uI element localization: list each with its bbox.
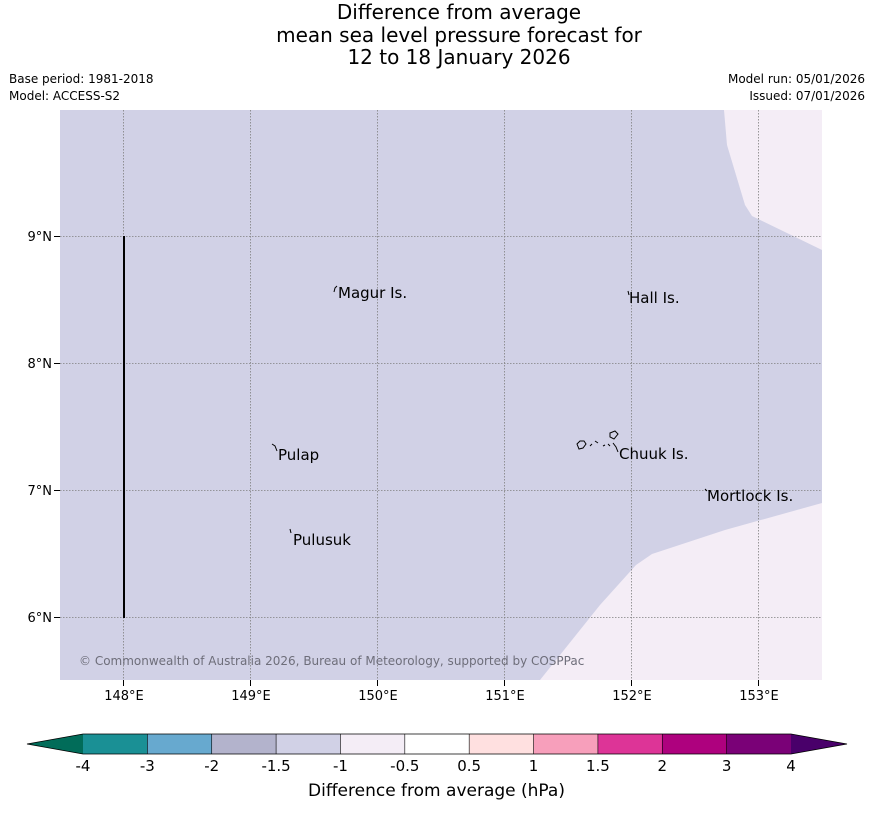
lon-tick-153: 153°E xyxy=(739,680,779,704)
colorbar-tick-label: -3 xyxy=(140,757,155,775)
lat-tick-6: 6°N xyxy=(28,611,60,626)
colorbar-segment xyxy=(404,734,470,754)
hall-island-shape xyxy=(627,290,630,296)
model-run-label: Model run: 05/01/2026 xyxy=(727,72,865,86)
colorbar-tick-label: 1 xyxy=(529,757,539,775)
colorbar-segment xyxy=(147,734,213,754)
colorbar-segments xyxy=(83,734,792,754)
pulap-island-shape xyxy=(271,443,278,452)
colorbar-tick-label: -0.5 xyxy=(390,757,419,775)
title-line-2: mean sea level pressure forecast for xyxy=(276,23,642,47)
place-label-mortlock: Mortlock Is. xyxy=(707,487,793,505)
place-label-chuuk: Chuuk Is. xyxy=(619,445,688,463)
map: Magur Is. Hall Is. Pulap Chuuk Is. Mortl… xyxy=(28,110,822,704)
colorbar-tick-label: -1.5 xyxy=(261,757,290,775)
lat-tick-9: 9°N xyxy=(28,230,60,245)
colorbar-segment xyxy=(340,734,406,754)
colorbar-tick-label: -1 xyxy=(333,757,348,775)
pulusuk-island-shape xyxy=(289,528,292,534)
lat-tick-7: 7°N xyxy=(28,484,60,499)
model-label: Model: ACCESS-S2 xyxy=(9,89,121,103)
colorbar-segment xyxy=(726,734,792,754)
mortlock-island-shape xyxy=(704,488,708,492)
place-label-hall: Hall Is. xyxy=(629,289,680,307)
colorbar-outline xyxy=(26,733,848,755)
lon-tick-151: 151°E xyxy=(485,680,525,704)
lon-label-152: 152°E xyxy=(612,689,652,704)
map-fill-light-southeast xyxy=(540,503,822,680)
place-label-pulap: Pulap xyxy=(278,446,319,464)
colorbar-tick-label: 0.5 xyxy=(457,757,481,775)
lon-label-149: 149°E xyxy=(231,689,271,704)
lon-tick-149: 149°E xyxy=(231,680,271,704)
colorbar-tick-label: -2 xyxy=(204,757,219,775)
colorbar-segment xyxy=(276,734,341,754)
meta-left: Base period: 1981-2018 Model: ACCESS-S2 xyxy=(9,71,154,105)
lon-label-153: 153°E xyxy=(739,689,779,704)
lat-label-6: 6°N xyxy=(28,611,53,626)
chuuk-lagoon-shape xyxy=(576,430,619,453)
colorbar-segment xyxy=(469,734,535,754)
colorbar-title: Difference from average (hPa) xyxy=(308,781,565,801)
lat-label-9: 9°N xyxy=(28,230,53,245)
place-label-magur: Magur Is. xyxy=(338,284,407,302)
colorbar-tick-label: 4 xyxy=(786,757,796,775)
lon-tick-152: 152°E xyxy=(612,680,652,704)
colorbar-tick-label: 1.5 xyxy=(586,757,610,775)
colorbar-tick-label: 2 xyxy=(657,757,667,775)
colorbar-segment xyxy=(597,734,663,754)
lat-label-7: 7°N xyxy=(28,484,53,499)
place-label-pulusuk: Pulusuk xyxy=(293,531,351,549)
colorbar-segment xyxy=(662,734,728,754)
copyright-notice: © Commonwealth of Australia 2026, Bureau… xyxy=(79,654,584,668)
lon-label-148: 148°E xyxy=(104,689,144,704)
base-period-label: Base period: 1981-2018 xyxy=(9,72,154,86)
lat-label-8: 8°N xyxy=(28,357,53,372)
colorbar-segment xyxy=(211,734,277,754)
lon-label-151: 151°E xyxy=(485,689,525,704)
colorbar-tick-label: -4 xyxy=(76,757,91,775)
lon-tick-150: 150°E xyxy=(358,680,398,704)
island-outlines xyxy=(271,285,708,534)
magur-island-shape xyxy=(333,285,338,293)
lon-label-150: 150°E xyxy=(358,689,398,704)
lat-tick-8: 8°N xyxy=(28,357,60,372)
colorbar: -4 -3 -2 -1.5 -1 -0.5 0.5 1 1.5 2 3 4 xyxy=(26,733,848,775)
colorbar-segment xyxy=(533,734,599,754)
meta-right: Model run: 05/01/2026 Issued: 07/01/2026 xyxy=(728,71,865,105)
colorbar-segment xyxy=(83,734,148,754)
issued-label: Issued: 07/01/2026 xyxy=(749,89,865,103)
title-line-1: Difference from average xyxy=(336,0,582,24)
map-fill-light-northeast xyxy=(724,110,822,250)
colorbar-under-arrow xyxy=(27,734,83,754)
colorbar-over-arrow xyxy=(791,734,847,754)
title-line-3: 12 to 18 January 2026 xyxy=(347,45,571,69)
colorbar-tick-label: 3 xyxy=(722,757,732,775)
colorbar-ticks: -4 -3 -2 -1.5 -1 -0.5 0.5 1 1.5 2 3 4 xyxy=(76,757,796,775)
lon-tick-148: 148°E xyxy=(104,680,144,704)
